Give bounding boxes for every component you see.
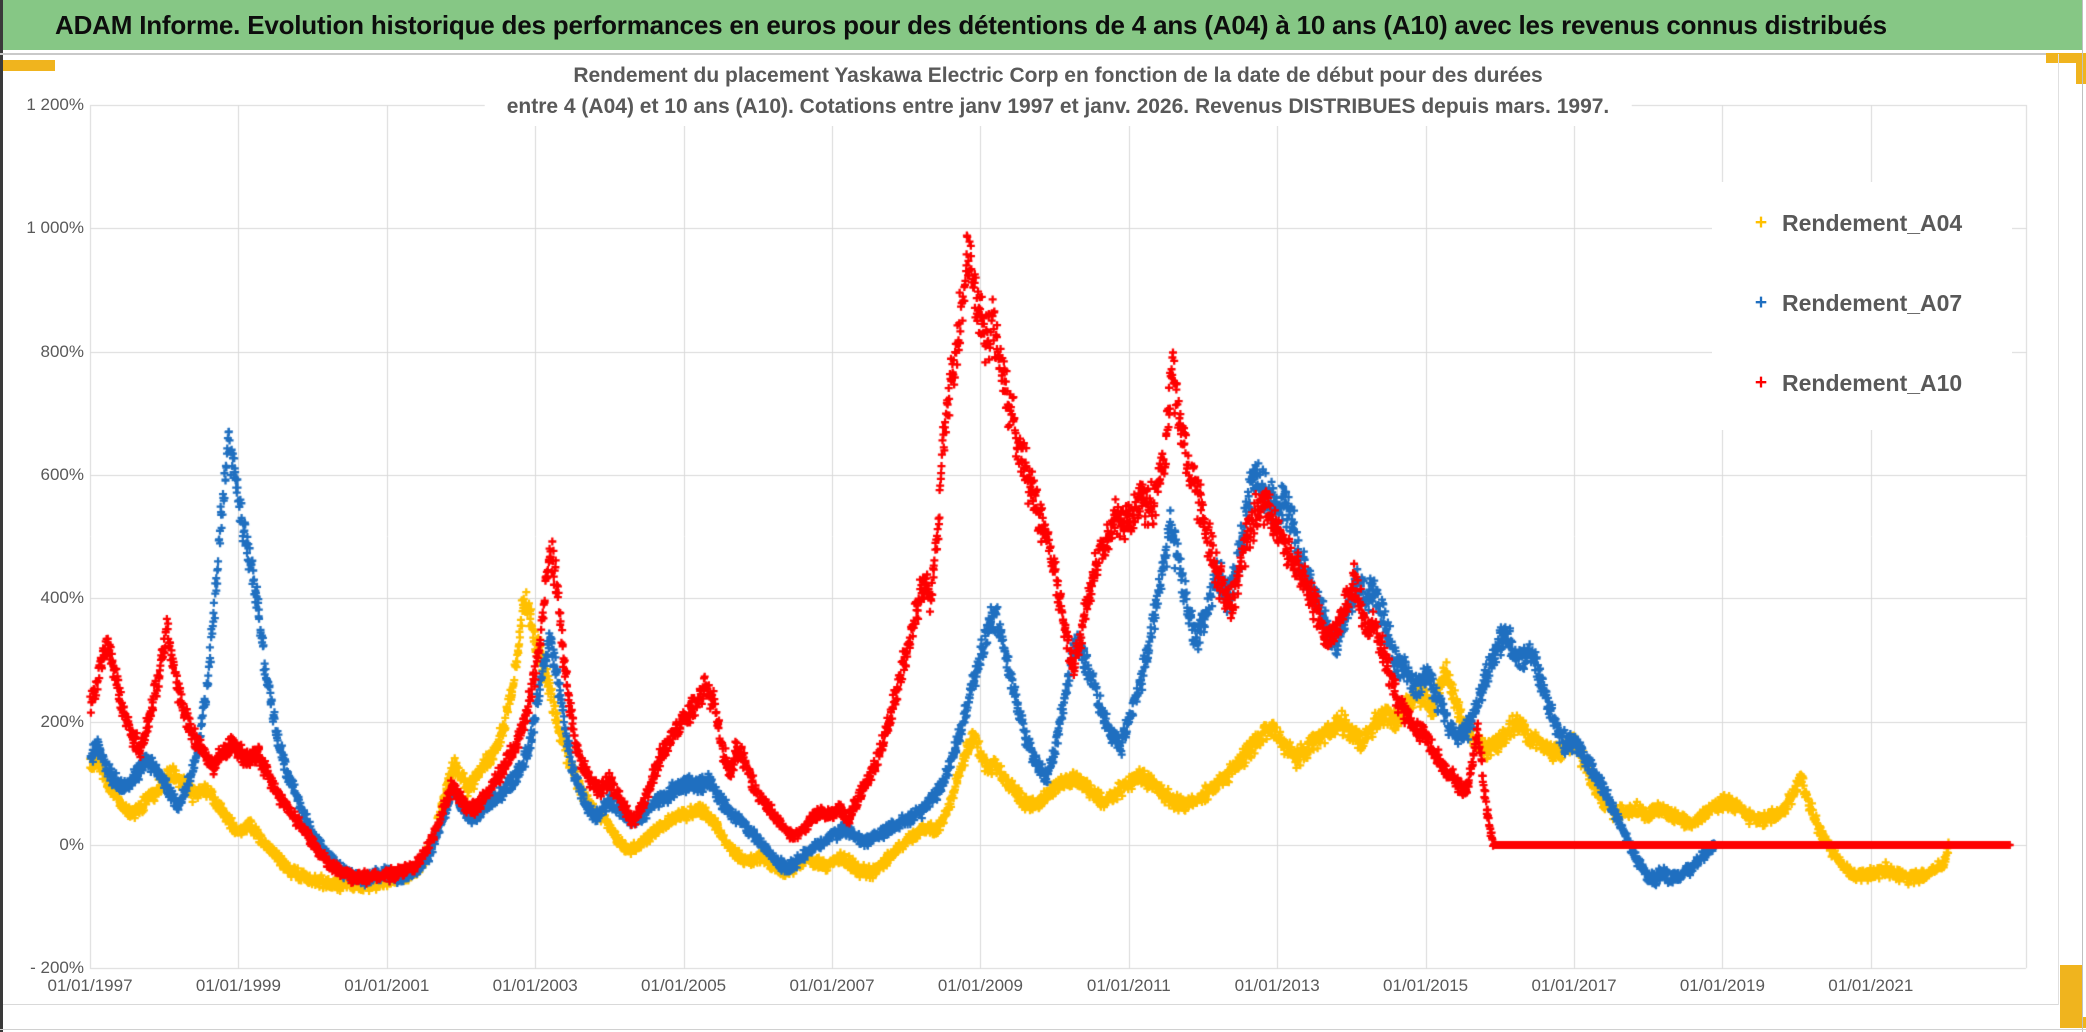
y-axis-tick-label: 800%	[40, 341, 84, 361]
y-axis-tick-label: 0%	[59, 835, 84, 854]
x-axis-tick-label: 01/01/2013	[1234, 976, 1320, 995]
legend-label: Rendement_A04	[1782, 209, 1963, 236]
x-axis-tick-label: 01/01/2019	[1679, 976, 1765, 995]
x-axis-tick-label: 01/01/2015	[1383, 976, 1469, 995]
legend-marker-icon: +	[1754, 371, 1768, 394]
legend-marker-icon: +	[1754, 211, 1768, 234]
y-axis-tick-label: 400%	[40, 588, 84, 608]
y-axis-tick-label: 600%	[40, 464, 84, 484]
x-axis-tick-label: 01/01/2005	[641, 976, 727, 995]
x-axis-tick-label: 01/01/2011	[1086, 976, 1171, 995]
legend-marker-icon: +	[1754, 291, 1768, 314]
chart-title-line1: Rendement du placement Yaskawa Electric …	[573, 64, 1543, 87]
legend-item-Rendement_A07[interactable]: + Rendement_A07	[1748, 287, 1962, 319]
chart-title: Rendement du placement Yaskawa Electric …	[484, 56, 1632, 126]
x-axis-tick-label: 01/01/2009	[937, 976, 1023, 995]
x-axis-tick-label: 01/01/2017	[1531, 976, 1617, 995]
legend-label: Rendement_A07	[1782, 289, 1963, 316]
legend-label: Rendement_A10	[1782, 369, 1963, 396]
x-axis-tick-label: 01/01/1999	[195, 976, 281, 995]
x-axis-tick-label: 01/01/2003	[492, 976, 578, 995]
y-axis-tick-label: 200%	[40, 711, 84, 731]
x-axis-tick-label: 01/01/2021	[1828, 976, 1914, 995]
x-axis-tick-label: 01/01/1997	[47, 976, 133, 995]
y-axis-tick-label: - 200%	[30, 958, 84, 978]
x-axis-tick-label: 01/01/2007	[789, 976, 875, 995]
y-axis-tick-label: 1 200%	[26, 94, 84, 114]
legend: + Rendement_A04 + Rendement_A07 + Rendement_A…	[1712, 182, 2012, 430]
chart-title-line2: entre 4 (A04) et 10 ans (A10). Cotations…	[506, 95, 1610, 118]
legend-item-Rendement_A04[interactable]: + Rendement_A04	[1748, 207, 1962, 239]
x-axis-tick-label: 01/01/2001	[344, 976, 430, 995]
legend-item-Rendement_A10[interactable]: + Rendement_A10	[1748, 367, 1962, 399]
y-axis-tick-label: 1 000%	[26, 218, 84, 238]
